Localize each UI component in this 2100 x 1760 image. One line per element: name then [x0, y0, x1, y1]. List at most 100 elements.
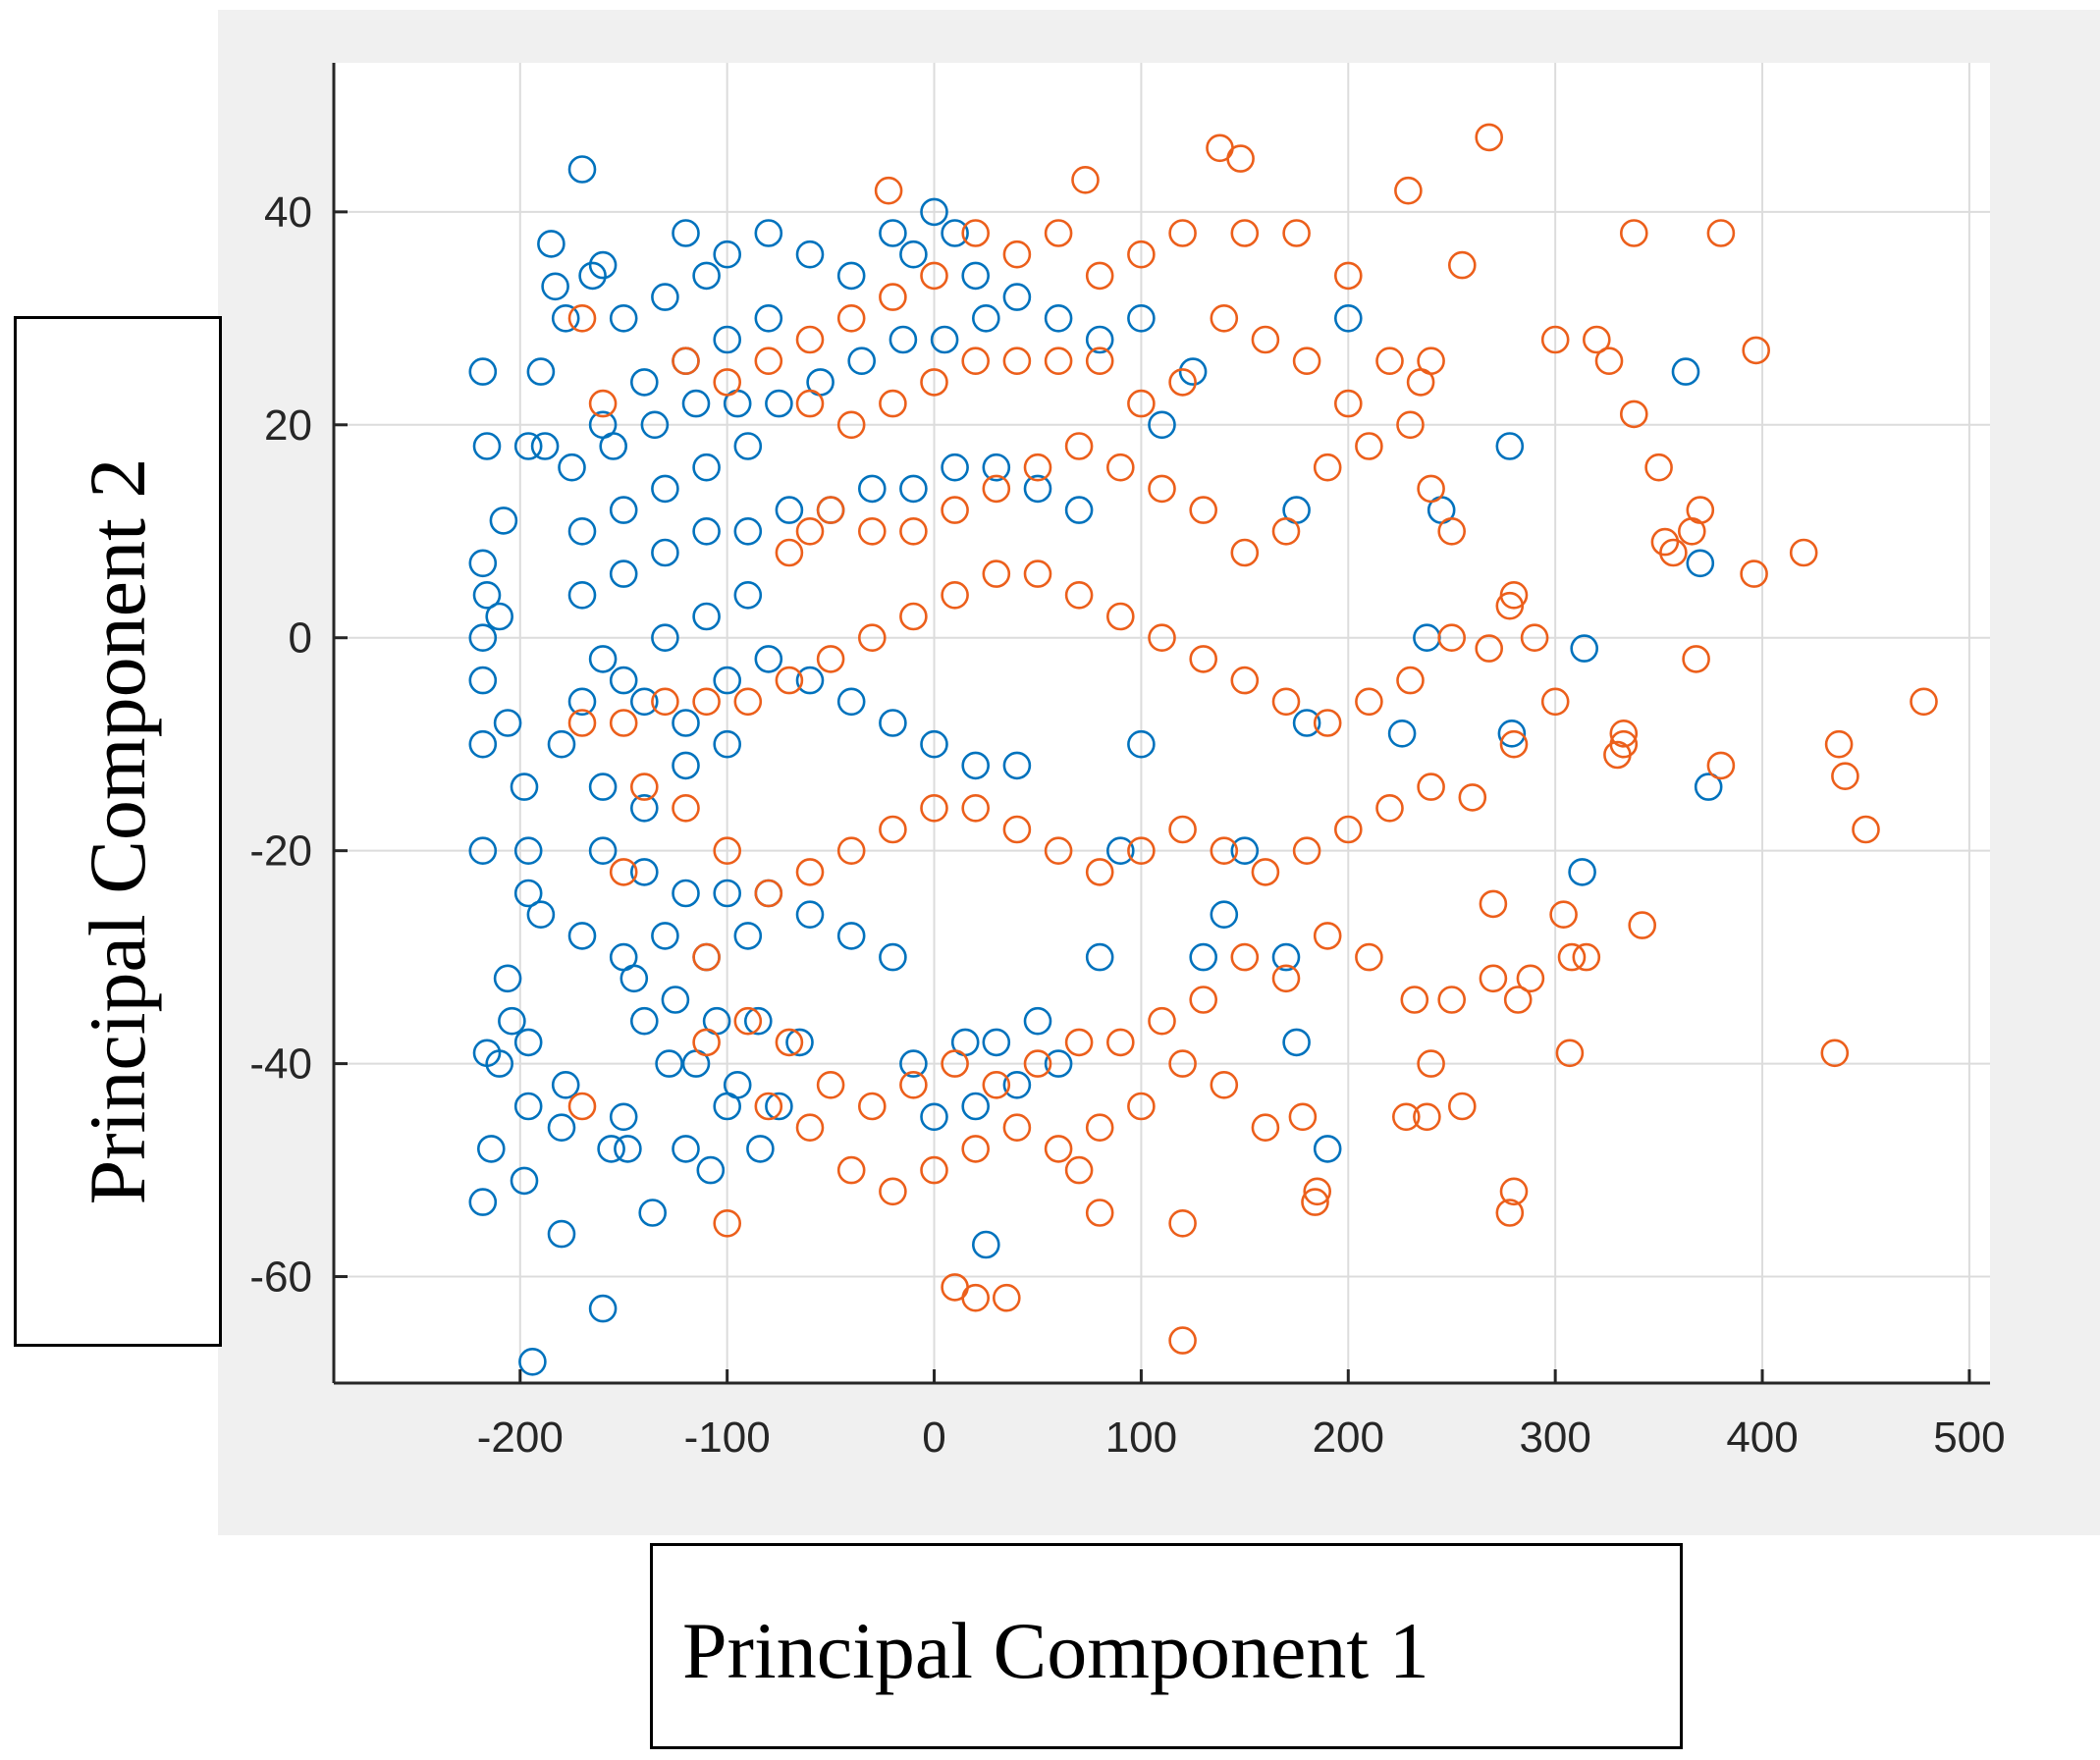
data-point-series-1	[899, 1049, 928, 1078]
data-point-series-1	[692, 453, 721, 482]
data-point-series-2	[899, 516, 928, 546]
data-point-series-2	[795, 325, 825, 354]
data-point-series-2	[941, 1049, 969, 1078]
data-point-series-2	[1678, 516, 1706, 546]
data-point-series-1	[836, 922, 866, 950]
y-tick-label: 0	[289, 614, 312, 663]
x-tick-label: 400	[1726, 1413, 1798, 1462]
data-point-series-2	[672, 793, 700, 823]
data-point-series-2	[1271, 687, 1301, 717]
data-point-series-2	[1644, 453, 1673, 482]
data-point-series-2	[836, 836, 866, 866]
data-point-series-2	[1479, 889, 1508, 919]
data-point-series-1	[775, 496, 804, 524]
data-point-series-2	[836, 1155, 866, 1185]
data-point-series-1	[493, 709, 522, 737]
y-tick-label: -20	[249, 827, 312, 876]
data-point-series-1	[920, 1102, 948, 1132]
data-point-series-1	[971, 303, 1000, 333]
data-point-series-1	[513, 879, 543, 908]
data-point-series-1	[795, 666, 825, 695]
data-point-series-2	[1820, 1039, 1850, 1068]
data-point-series-2	[795, 1113, 825, 1142]
data-point-series-2	[1406, 368, 1435, 397]
data-point-series-2	[1064, 432, 1094, 460]
data-point-series-1	[879, 219, 907, 247]
data-point-series-1	[733, 580, 763, 610]
data-point-series-2	[775, 1028, 804, 1057]
data-point-series-1	[638, 1199, 668, 1227]
data-point-series-2	[1479, 964, 1508, 993]
data-point-series-1	[547, 1113, 576, 1142]
data-point-series-1	[672, 1135, 700, 1163]
data-point-series-2	[874, 176, 903, 205]
data-point-series-2	[961, 347, 991, 376]
data-point-series-1	[982, 1028, 1011, 1057]
data-point-series-2	[1271, 964, 1301, 993]
data-point-series-2	[1105, 602, 1135, 631]
data-point-series-1	[498, 1006, 526, 1036]
data-point-series-2	[1189, 986, 1218, 1014]
data-point-series-1	[681, 389, 711, 418]
data-point-series-2	[1044, 1135, 1073, 1163]
data-point-series-1	[599, 432, 628, 460]
data-point-series-2	[1437, 986, 1466, 1014]
data-point-series-2	[588, 389, 618, 418]
data-point-series-2	[1127, 836, 1156, 866]
data-point-series-1	[468, 549, 498, 578]
x-tick-label: 500	[1933, 1413, 2005, 1462]
data-point-series-1	[651, 474, 679, 504]
data-point-series-2	[775, 538, 804, 567]
data-point-series-2	[1002, 347, 1032, 376]
data-point-series-1	[713, 879, 742, 908]
data-point-series-2	[1230, 666, 1260, 695]
data-point-series-1	[713, 666, 742, 695]
data-point-series-2	[1085, 858, 1114, 886]
data-point-series-1	[567, 687, 597, 717]
data-point-series-1	[661, 986, 690, 1014]
data-point-series-2	[1499, 729, 1529, 759]
data-point-series-1	[588, 836, 618, 866]
data-point-series-2	[692, 942, 721, 972]
data-point-series-2	[1292, 347, 1321, 376]
data-point-series-1	[476, 1135, 506, 1163]
data-point-series-1	[547, 1219, 576, 1249]
data-point-series-1	[1671, 357, 1700, 386]
y-axis-label-box: Principal Component 2	[14, 316, 222, 1347]
data-point-series-2	[1230, 219, 1260, 247]
data-point-series-2	[713, 1209, 742, 1238]
data-point-series-1	[510, 773, 539, 801]
data-point-series-1	[1271, 942, 1301, 972]
data-point-series-2	[920, 261, 948, 291]
x-axis-label-box: Principal Component 1	[650, 1543, 1683, 1749]
data-point-series-2	[1495, 1199, 1525, 1227]
data-point-series-2	[941, 496, 969, 524]
data-point-series-2	[692, 1028, 721, 1057]
data-point-series-1	[930, 325, 959, 354]
data-point-series-2	[1375, 793, 1404, 823]
data-point-series-1	[526, 357, 556, 386]
axes	[332, 63, 1990, 1385]
data-point-series-1	[1686, 549, 1715, 578]
data-point-series-2	[992, 1283, 1021, 1312]
data-point-series-1	[468, 836, 498, 866]
y-tick-label: 20	[264, 401, 312, 450]
data-point-series-1	[609, 303, 638, 333]
data-point-series-1	[713, 729, 742, 759]
data-point-series-2	[1516, 964, 1545, 993]
data-point-series-1	[672, 219, 700, 247]
data-point-series-2	[1609, 719, 1639, 748]
data-point-series-2	[692, 687, 721, 717]
data-point-series-2	[1706, 751, 1736, 780]
data-point-series-2	[836, 410, 866, 440]
data-point-series-2	[1044, 836, 1073, 866]
data-point-series-1	[1387, 719, 1417, 748]
data-point-series-1	[982, 453, 1011, 482]
data-point-series-2	[879, 389, 907, 418]
data-point-series-2	[1288, 1102, 1318, 1132]
data-point-series-1	[920, 197, 948, 227]
data-point-series-1	[795, 900, 825, 930]
data-point-series-2	[1168, 815, 1197, 844]
data-point-series-1	[857, 474, 887, 504]
